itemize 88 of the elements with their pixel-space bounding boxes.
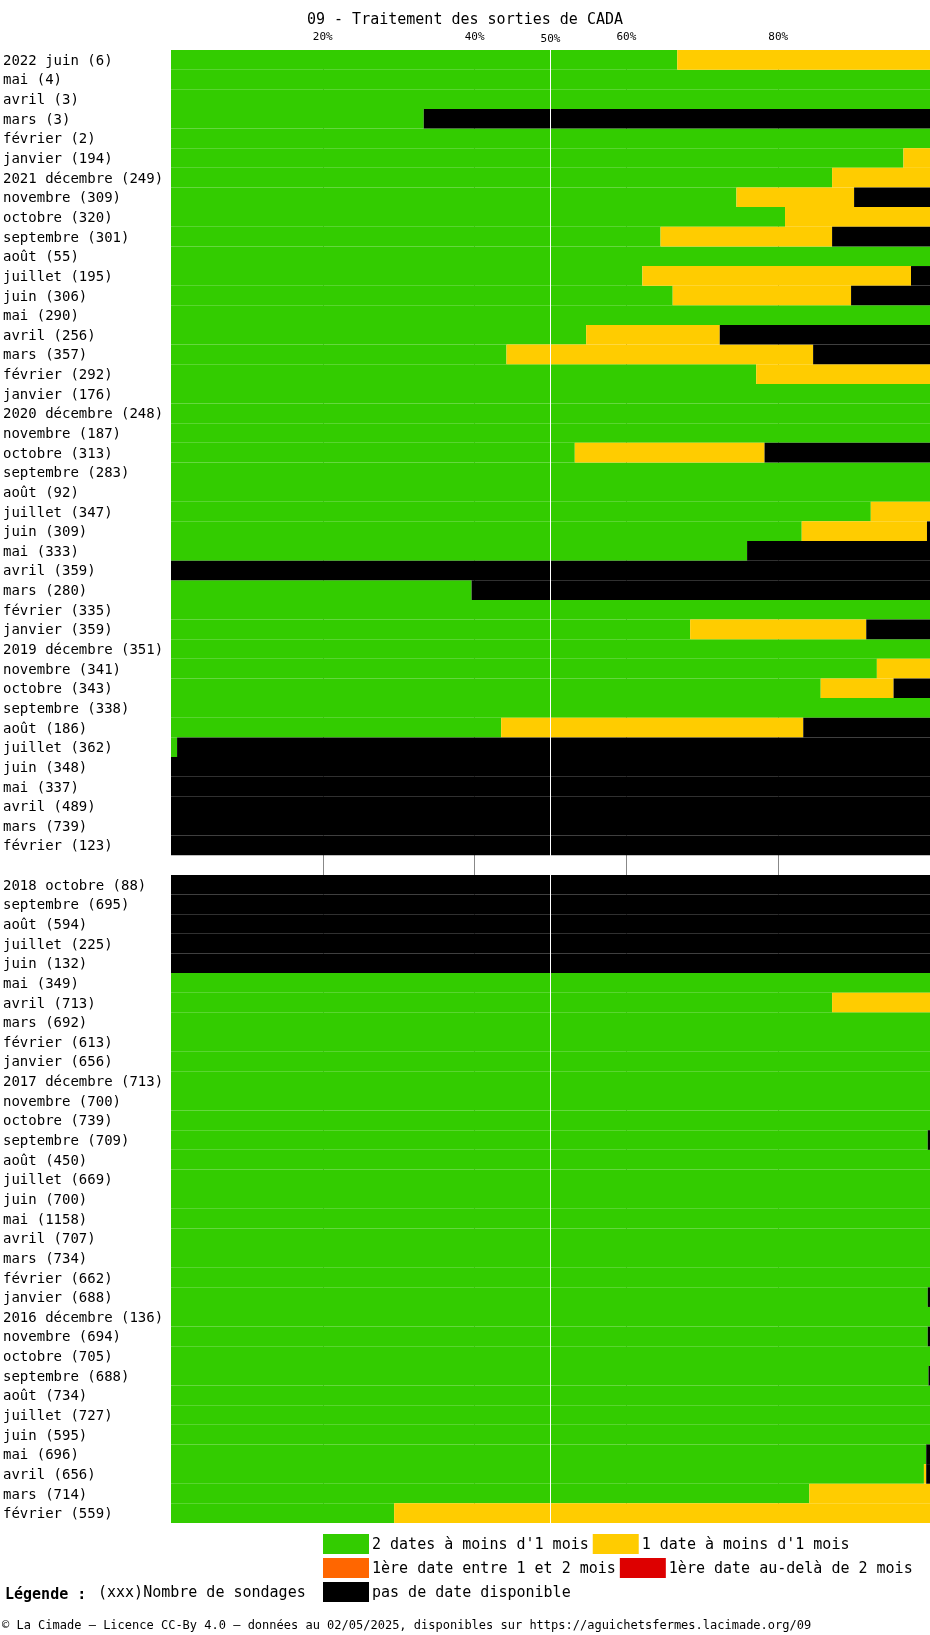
y-tick-label: juin (348) [3, 758, 88, 775]
y-tick-label: août (594) [3, 915, 88, 932]
y-tick-label: août (450) [3, 1151, 88, 1168]
legend-label: 1 date à moins d'1 mois [641, 1535, 850, 1553]
y-tick-label: février (123) [3, 837, 113, 854]
y-tick-label: octobre (343) [3, 680, 113, 697]
y-tick-label: février (292) [3, 366, 113, 383]
y-tick-label: novembre (341) [3, 660, 122, 677]
y-tick-label: mars (734) [3, 1249, 88, 1266]
y-tick-label: août (55) [3, 248, 79, 265]
y-tick-label: mai (337) [3, 778, 79, 795]
y-tick-label: octobre (739) [3, 1112, 113, 1129]
x-tick-label: 40% [464, 30, 485, 43]
y-tick-label: septembre (283) [3, 464, 130, 481]
y-tick-label: juillet (225) [3, 935, 113, 952]
y-tick-label: février (613) [3, 1033, 113, 1050]
y-tick-label: septembre (338) [3, 699, 130, 716]
y-tick-label: juin (700) [3, 1190, 88, 1207]
y-tick-label: juillet (347) [3, 503, 113, 520]
x-tick-label: 20% [312, 30, 334, 43]
y-tick-label: mai (290) [3, 307, 79, 324]
y-tick-label: juin (595) [3, 1426, 88, 1443]
legend-title: Légende : [5, 1584, 87, 1603]
y-tick-label: février (2) [3, 130, 96, 147]
y-tick-label: février (662) [3, 1269, 113, 1286]
y-tick-label: juillet (669) [3, 1171, 113, 1188]
y-tick-label: avril (359) [3, 562, 96, 579]
y-tick-label: mars (692) [3, 1014, 88, 1031]
y-tick-label: mars (280) [3, 582, 88, 599]
y-tick-label: mars (357) [3, 346, 88, 363]
y-tick-label: juin (132) [3, 955, 88, 972]
y-tick-label: avril (489) [3, 798, 96, 815]
y-tick-label: mai (4) [3, 71, 63, 88]
y-tick-label: janvier (176) [3, 385, 113, 402]
y-tick-label: mars (739) [3, 817, 88, 834]
y-tick-label: 2016 décembre (136) [3, 1308, 164, 1325]
y-tick-label: mai (349) [3, 974, 79, 991]
y-tick-label: janvier (688) [3, 1289, 113, 1306]
y-tick-label: février (559) [3, 1505, 113, 1522]
y-tick-label: janvier (656) [3, 1053, 113, 1070]
y-tick-label: septembre (695) [3, 896, 130, 913]
ref-line-label: 50% [540, 32, 561, 45]
chart-title: 09 - Traitement des sorties de CADA [306, 9, 624, 28]
y-tick-label: février (335) [3, 601, 113, 618]
y-tick-label: octobre (320) [3, 208, 113, 225]
y-tick-label: avril (713) [3, 994, 96, 1011]
y-tick-label: mars (3) [3, 110, 71, 127]
y-tick-label: janvier (359) [3, 621, 113, 638]
y-tick-label: avril (3) [3, 91, 79, 108]
y-tick-label: juillet (362) [3, 739, 113, 756]
y-tick-label: septembre (709) [3, 1132, 130, 1149]
y-tick-label: août (186) [3, 719, 88, 736]
y-tick-label: juillet (727) [3, 1406, 113, 1423]
legend-label: pas de date disponible [372, 1583, 571, 1601]
legend-label: 2 dates à moins d'1 mois [372, 1535, 589, 1553]
y-tick-label: mai (1158) [3, 1210, 88, 1227]
y-tick-label: 2021 décembre (249) [3, 169, 164, 186]
y-tick-label: 2019 décembre (351) [3, 641, 164, 658]
text: (xxx)Nombre de sondages [98, 1582, 306, 1601]
legend-label: 1ère date au-delà de 2 mois [668, 1559, 913, 1577]
y-tick-label: janvier (194) [3, 150, 113, 167]
x-tick-label: 60% [616, 30, 637, 43]
y-tick-label: mars (714) [3, 1485, 88, 1502]
y-tick-label: 2020 décembre (248) [3, 405, 164, 422]
y-tick-label: mai (696) [3, 1446, 79, 1463]
y-tick-label: mai (333) [3, 542, 79, 559]
y-tick-label: novembre (700) [3, 1092, 122, 1109]
legend-label: 1ère date entre 1 et 2 mois [372, 1559, 616, 1577]
y-tick-label: 2018 octobre (88) [3, 876, 147, 893]
y-tick-label: octobre (705) [3, 1348, 113, 1365]
y-tick-label: juin (309) [3, 523, 88, 540]
text: © La Cimade — Licence CC-By 4.0 — données au 02/05/2025, disponibles sur https://aguichetsfermes.lacimade.org/09 [2, 1618, 812, 1632]
y-tick-label: avril (656) [3, 1465, 96, 1482]
y-tick-label: septembre (301) [3, 228, 130, 245]
y-tick-label: novembre (309) [3, 189, 122, 206]
y-tick-label: août (92) [3, 483, 79, 500]
y-tick-label: juillet (195) [3, 267, 113, 284]
y-tick-label: avril (256) [3, 326, 96, 343]
y-tick-label: novembre (694) [3, 1328, 122, 1345]
y-tick-label: août (734) [3, 1387, 88, 1404]
y-tick-label: septembre (688) [3, 1367, 130, 1384]
y-tick-label: juin (306) [3, 287, 88, 304]
y-tick-label: 2022 juin (6) [3, 51, 113, 68]
y-tick-label: octobre (313) [3, 444, 113, 461]
x-tick-label: 80% [768, 30, 789, 43]
y-tick-label: novembre (187) [3, 424, 122, 441]
y-tick-label: 2017 décembre (713) [3, 1073, 164, 1090]
y-tick-label: avril (707) [3, 1230, 96, 1247]
